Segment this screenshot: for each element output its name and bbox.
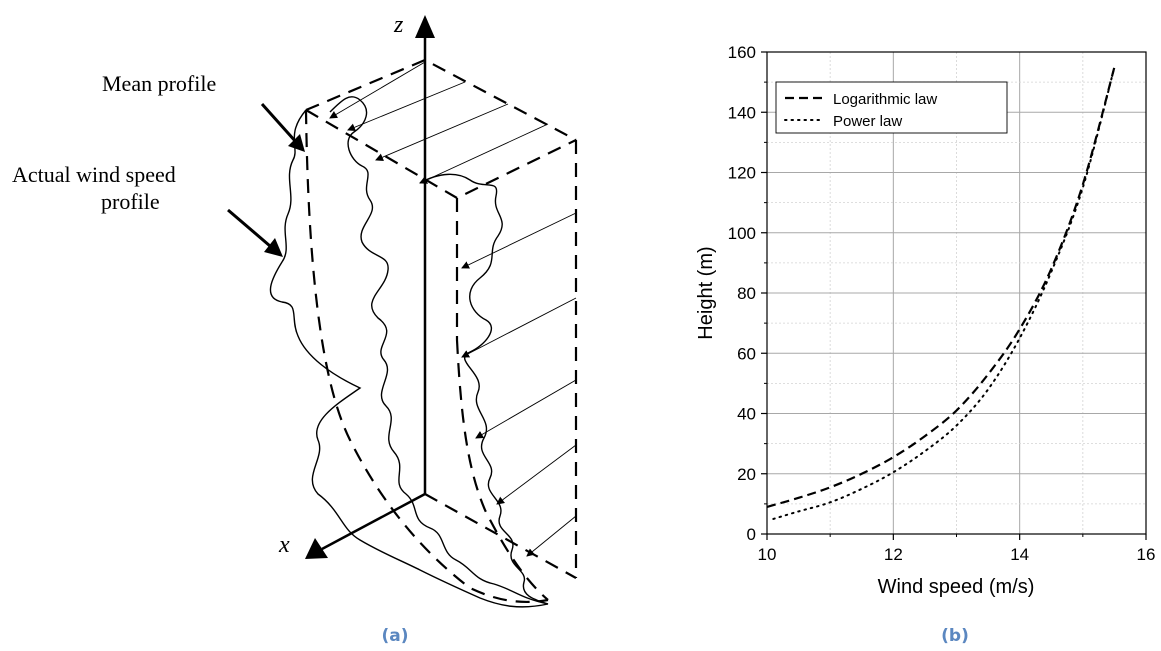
velocity-arrow bbox=[526, 515, 577, 557]
x-axis: x bbox=[278, 492, 426, 559]
velocity-arrow bbox=[375, 103, 509, 161]
actual-profile-back bbox=[269, 109, 549, 608]
box-top-back-edge bbox=[305, 58, 577, 141]
actual-wind-speed-label: Actual wind speed bbox=[12, 162, 176, 187]
chart-legend: Logarithmic law Power law bbox=[775, 81, 1008, 134]
y-axis-title: Height (m) bbox=[695, 246, 717, 339]
x-tick-label: 14 bbox=[1010, 545, 1029, 564]
y-tick-label: 0 bbox=[747, 525, 756, 544]
chart-series bbox=[766, 66, 1116, 520]
y-tick-label: 80 bbox=[737, 284, 756, 303]
y-tick-label: 120 bbox=[728, 164, 756, 183]
y-tick-label: 140 bbox=[728, 103, 756, 122]
velocity-arrow bbox=[461, 212, 577, 269]
velocity-arrow bbox=[329, 61, 426, 119]
series-logarithmic-law-line bbox=[766, 66, 1116, 508]
box-top-front-edge bbox=[305, 109, 577, 200]
y-tick-label: 160 bbox=[728, 43, 756, 62]
velocity-arrow bbox=[461, 297, 577, 358]
actual-profile-pointer-arrowhead bbox=[264, 238, 283, 257]
velocity-arrow bbox=[475, 379, 577, 439]
legend-label-power: Power law bbox=[833, 113, 902, 130]
velocity-arrow bbox=[496, 444, 577, 505]
z-axis-label: z bbox=[393, 12, 404, 38]
velocity-arrow bbox=[419, 123, 549, 184]
velocity-arrows bbox=[329, 61, 577, 557]
actual-wind-speed-profiles bbox=[269, 96, 549, 608]
panel-a-label: (a) bbox=[381, 626, 408, 646]
x-axis-arrowhead bbox=[305, 538, 328, 559]
x-tick-label: 16 bbox=[1137, 545, 1156, 564]
legend-label-logarithmic: Logarithmic law bbox=[833, 91, 937, 108]
legend-box bbox=[775, 81, 1008, 134]
wind-profile-diagram: z x bbox=[12, 12, 578, 646]
z-axis: z bbox=[393, 12, 435, 494]
y-tick-label: 100 bbox=[728, 224, 756, 243]
x-tick-label: 12 bbox=[884, 545, 903, 564]
series-power-law-line bbox=[772, 66, 1116, 520]
x-tick-label: 10 bbox=[758, 545, 777, 564]
panel-b-label: (b) bbox=[941, 626, 969, 646]
x-axis-label: x bbox=[278, 532, 290, 558]
z-axis-arrowhead bbox=[415, 15, 435, 38]
velocity-arrow bbox=[347, 81, 466, 132]
mean-profile-label: Mean profile bbox=[102, 71, 216, 96]
mean-profile-pointer-arrowhead bbox=[288, 134, 305, 152]
dashed-box-edges bbox=[304, 58, 578, 603]
actual-wind-speed-label-line2: profile bbox=[101, 189, 160, 214]
annotation-arrows bbox=[227, 102, 305, 257]
y-tick-label: 40 bbox=[737, 405, 756, 424]
y-tick-label: 60 bbox=[737, 344, 756, 363]
box-bottom-edge bbox=[424, 493, 577, 579]
actual-profile-front bbox=[419, 173, 549, 605]
mean-profile-front-curve bbox=[455, 339, 549, 601]
y-tick-label: 20 bbox=[737, 465, 756, 484]
actual-profile-middle bbox=[329, 96, 549, 605]
x-axis-title: Wind speed (m/s) bbox=[878, 576, 1035, 598]
mean-profile-back-curve bbox=[304, 109, 549, 603]
